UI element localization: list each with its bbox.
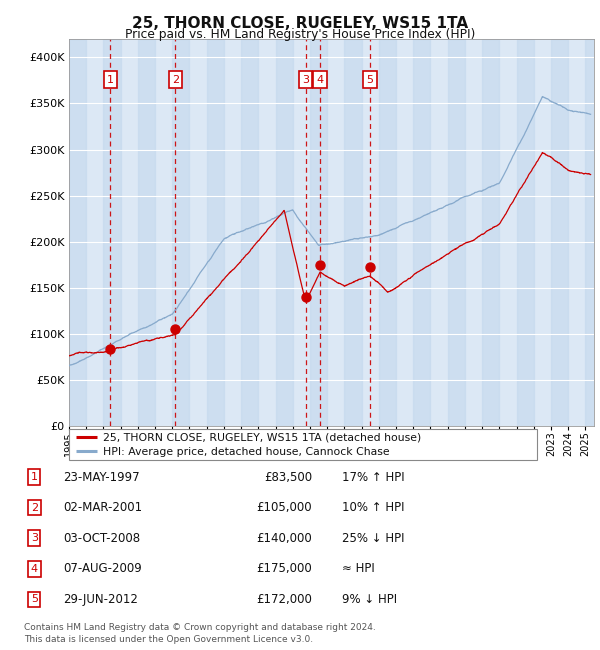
Text: Price paid vs. HM Land Registry's House Price Index (HPI): Price paid vs. HM Land Registry's House …: [125, 28, 475, 41]
Text: 2: 2: [31, 502, 38, 513]
Text: 1: 1: [31, 472, 38, 482]
Text: 02-MAR-2001: 02-MAR-2001: [63, 501, 142, 514]
Bar: [69, 39, 86, 426]
Text: £105,000: £105,000: [256, 501, 312, 514]
Text: 29-JUN-2012: 29-JUN-2012: [63, 593, 138, 606]
Text: £140,000: £140,000: [256, 532, 312, 545]
Bar: [138, 39, 155, 426]
Text: 10% ↑ HPI: 10% ↑ HPI: [342, 501, 404, 514]
Text: 2: 2: [172, 75, 179, 84]
Text: 5: 5: [367, 75, 374, 84]
Bar: [344, 39, 362, 426]
Text: £83,500: £83,500: [264, 471, 312, 484]
Bar: [103, 39, 121, 426]
Bar: [413, 39, 430, 426]
Text: HPI: Average price, detached house, Cannock Chase: HPI: Average price, detached house, Cann…: [103, 447, 389, 456]
Bar: [379, 39, 396, 426]
Text: 4: 4: [31, 564, 38, 574]
Bar: [241, 39, 259, 426]
Text: This data is licensed under the Open Government Licence v3.0.: This data is licensed under the Open Gov…: [24, 634, 313, 644]
Text: 25, THORN CLOSE, RUGELEY, WS15 1TA: 25, THORN CLOSE, RUGELEY, WS15 1TA: [132, 16, 468, 31]
Text: 3: 3: [302, 75, 309, 84]
Text: £172,000: £172,000: [256, 593, 312, 606]
Text: 1: 1: [107, 75, 113, 84]
Bar: [310, 39, 327, 426]
Bar: [172, 39, 190, 426]
Text: 17% ↑ HPI: 17% ↑ HPI: [342, 471, 404, 484]
Text: £175,000: £175,000: [256, 562, 312, 575]
Text: 03-OCT-2008: 03-OCT-2008: [63, 532, 140, 545]
Text: 25, THORN CLOSE, RUGELEY, WS15 1TA (detached house): 25, THORN CLOSE, RUGELEY, WS15 1TA (deta…: [103, 432, 421, 443]
Bar: [482, 39, 499, 426]
Bar: [275, 39, 293, 426]
Bar: [586, 39, 600, 426]
Text: 25% ↓ HPI: 25% ↓ HPI: [342, 532, 404, 545]
Text: 4: 4: [317, 75, 324, 84]
Text: 5: 5: [31, 594, 38, 604]
Text: 3: 3: [31, 533, 38, 543]
Bar: [207, 39, 224, 426]
Bar: [517, 39, 534, 426]
Text: 9% ↓ HPI: 9% ↓ HPI: [342, 593, 397, 606]
Text: ≈ HPI: ≈ HPI: [342, 562, 375, 575]
Text: 23-MAY-1997: 23-MAY-1997: [63, 471, 140, 484]
Bar: [448, 39, 465, 426]
Text: 07-AUG-2009: 07-AUG-2009: [63, 562, 142, 575]
Bar: [551, 39, 568, 426]
Text: Contains HM Land Registry data © Crown copyright and database right 2024.: Contains HM Land Registry data © Crown c…: [24, 623, 376, 632]
